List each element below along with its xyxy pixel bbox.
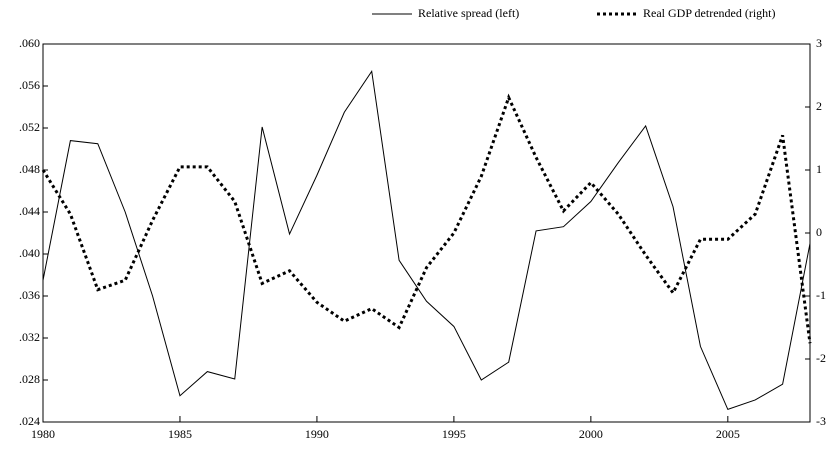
- legend-label: Relative spread (left): [418, 6, 519, 20]
- y2-tick-label: -3: [816, 414, 826, 428]
- y-tick-label: .056: [19, 78, 40, 92]
- y-tick-label: .028: [19, 372, 40, 386]
- x-tick-label: 1980: [31, 427, 55, 441]
- y2-tick-label: -2: [816, 351, 826, 365]
- y-tick-label: .060: [19, 36, 40, 50]
- y-tick-label: .048: [19, 162, 40, 176]
- y-tick-label: .040: [19, 246, 40, 260]
- y-tick-label: .052: [19, 120, 40, 134]
- x-tick-label: 2000: [579, 427, 603, 441]
- y-tick-label: .036: [19, 288, 40, 302]
- plot-frame: [42, 43, 811, 423]
- legend-label: Real GDP detrended (right): [643, 6, 776, 20]
- series-line: [41, 93, 812, 344]
- x-tick-label: 1985: [168, 427, 192, 441]
- y2-tick-label: 3: [816, 36, 822, 50]
- y2-tick-label: -1: [816, 288, 826, 302]
- y2-tick-label: 1: [816, 162, 822, 176]
- series-line: [42, 69, 811, 411]
- x-tick-label: 1995: [442, 427, 466, 441]
- y-tick-label: .044: [19, 204, 40, 218]
- y2-tick-label: 0: [816, 225, 822, 239]
- x-tick-label: 1990: [305, 427, 329, 441]
- y-tick-label: .024: [19, 414, 40, 428]
- y-tick-label: .032: [19, 330, 40, 344]
- x-tick-label: 2005: [716, 427, 740, 441]
- y2-tick-label: 2: [816, 99, 822, 113]
